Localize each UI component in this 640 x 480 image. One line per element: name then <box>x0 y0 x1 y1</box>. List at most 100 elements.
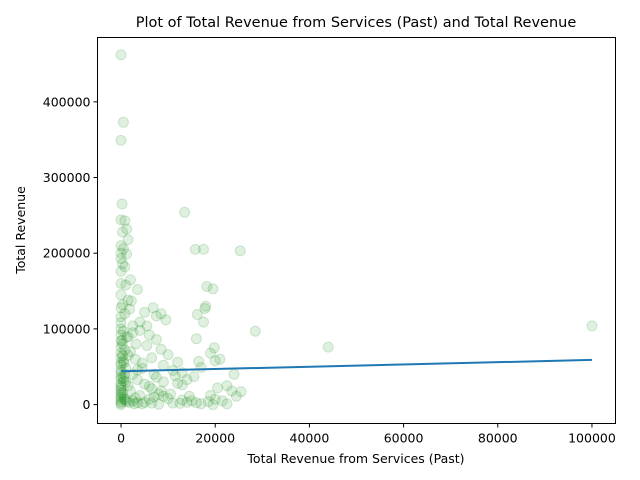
data-point <box>117 325 129 337</box>
data-point <box>221 380 233 392</box>
x-axis-label: Total Revenue from Services (Past) <box>246 451 464 466</box>
data-point <box>228 368 240 380</box>
y-tick-label: 300000 <box>43 170 91 185</box>
data-point <box>147 302 159 314</box>
data-point <box>115 214 127 226</box>
data-point <box>174 397 186 409</box>
data-point <box>115 302 127 314</box>
x-tick-label: 80000 <box>478 431 518 446</box>
data-point <box>249 325 261 337</box>
data-point <box>121 331 133 343</box>
data-point <box>125 274 136 286</box>
data-point <box>125 346 136 358</box>
data-point <box>132 374 143 386</box>
data-point <box>115 387 127 398</box>
data-point <box>117 355 129 367</box>
data-point <box>115 380 127 392</box>
data-point <box>155 343 167 355</box>
data-point <box>122 234 134 246</box>
data-point <box>198 316 209 328</box>
data-point <box>120 279 132 291</box>
data-point <box>157 390 169 402</box>
data-point <box>117 338 128 350</box>
data-point <box>115 347 127 359</box>
data-point <box>193 355 205 367</box>
data-point <box>115 317 127 329</box>
data-point <box>198 243 209 255</box>
data-point <box>209 355 221 367</box>
data-point <box>153 398 165 410</box>
data-point <box>117 258 128 270</box>
data-point <box>176 379 188 391</box>
x-tick-label: 20000 <box>195 431 235 446</box>
data-point <box>119 215 131 227</box>
data-point <box>136 357 148 369</box>
data-point <box>148 368 160 380</box>
data-point <box>115 335 127 347</box>
x-tick-label: 60000 <box>384 431 424 446</box>
data-point <box>115 391 127 403</box>
data-point <box>208 342 220 354</box>
regression-line <box>121 358 592 373</box>
data-point <box>205 347 216 359</box>
data-point <box>201 281 213 292</box>
data-point <box>127 327 139 339</box>
data-point <box>162 393 174 404</box>
x-ticks: 0 20000 40000 60000 80000 100000 <box>117 423 616 446</box>
data-point <box>205 390 216 401</box>
data-point <box>221 398 233 410</box>
data-point <box>132 284 143 295</box>
data-point <box>322 341 334 353</box>
data-point <box>130 338 142 350</box>
data-point <box>235 386 247 398</box>
data-point <box>115 247 127 259</box>
data-point <box>118 357 130 369</box>
plot-frame <box>97 37 616 424</box>
data-point <box>139 396 151 408</box>
y-axis-label: Total Revenue <box>13 186 28 275</box>
data-point <box>128 398 140 410</box>
data-point <box>115 134 127 146</box>
data-point <box>172 356 184 368</box>
data-point <box>115 359 127 371</box>
data-point <box>230 390 242 402</box>
data-point <box>586 320 598 332</box>
data-point <box>115 49 127 61</box>
data-point <box>115 253 127 264</box>
data-point <box>122 380 134 392</box>
data-point <box>146 397 158 409</box>
data-point <box>148 391 160 403</box>
data-point <box>139 378 151 390</box>
data-point <box>234 245 246 257</box>
data-point <box>150 334 162 345</box>
data-point <box>226 385 238 397</box>
data-point <box>150 310 162 322</box>
data-point <box>121 396 133 408</box>
data-point <box>165 388 176 400</box>
data-point <box>150 371 162 383</box>
data-point <box>119 394 131 406</box>
data-point <box>115 377 127 389</box>
data-point <box>176 394 188 406</box>
data-point <box>134 390 146 401</box>
data-point <box>136 398 148 410</box>
x-tick-label: 40000 <box>290 431 330 446</box>
data-point <box>115 389 127 401</box>
data-point <box>141 320 153 332</box>
data-point <box>160 314 172 326</box>
data-point <box>202 396 214 408</box>
data-point <box>216 395 228 407</box>
data-point <box>155 385 167 397</box>
data-point <box>124 303 135 315</box>
data-point <box>169 370 181 382</box>
y-tick-label: 400000 <box>43 94 91 109</box>
y-tick-label: 0 <box>83 397 91 412</box>
data-point <box>129 353 141 365</box>
data-point <box>207 399 219 411</box>
x-tick-label: 100000 <box>568 431 616 446</box>
data-point <box>189 243 201 255</box>
data-point <box>117 116 129 128</box>
data-point <box>207 283 219 295</box>
